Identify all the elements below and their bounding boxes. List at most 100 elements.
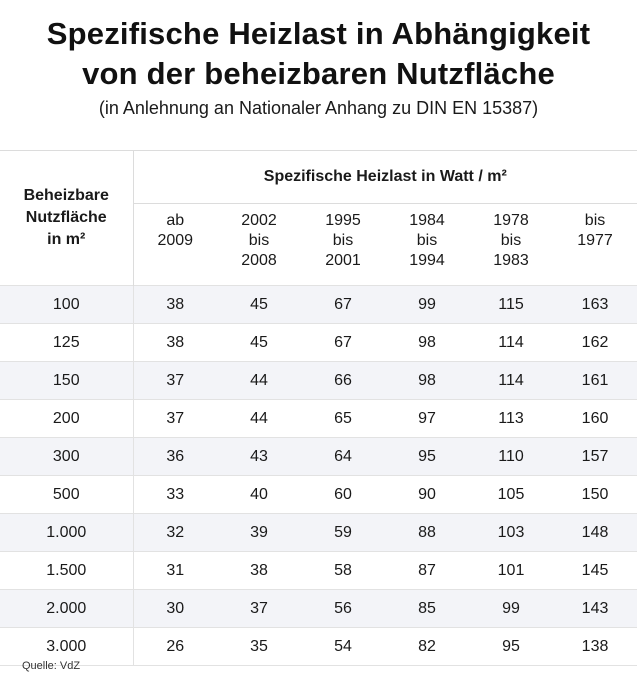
heat-load-cell: 163	[553, 285, 637, 324]
heat-load-cell: 150	[553, 475, 637, 514]
heat-load-cell: 37	[133, 399, 217, 438]
heat-load-cell: 113	[469, 399, 553, 438]
heat-load-cell: 87	[385, 551, 469, 590]
heat-load-cell: 40	[217, 475, 301, 514]
heat-load-cell: 99	[385, 285, 469, 324]
table-row: 300 36 43 64 95 110 157	[0, 437, 637, 476]
heat-load-cell: 65	[301, 399, 385, 438]
period-header-line: bis	[500, 232, 522, 249]
period-header-line: 1994	[409, 252, 445, 269]
table-row: 100 38 45 67 99 115 163	[0, 285, 637, 324]
heat-load-cell: 162	[553, 323, 637, 362]
table-row: 1.500 31 38 58 87 101 145	[0, 551, 637, 590]
heat-load-cell: 95	[469, 627, 553, 666]
heat-load-cell: 101	[469, 551, 553, 590]
heat-load-cell: 157	[553, 437, 637, 476]
table-row: 3.000 26 35 54 82 95 138	[0, 627, 637, 666]
area-header-line-1: Beheizbare	[23, 187, 109, 204]
period-header-line: bis	[248, 232, 270, 249]
heat-load-cell: 67	[301, 285, 385, 324]
heat-load-cell: 105	[469, 475, 553, 514]
area-cell: 300	[0, 437, 134, 476]
heat-load-cell: 33	[133, 475, 217, 514]
table-row: 1.000 32 39 59 88 103 148	[0, 513, 637, 552]
heat-load-cell: 103	[469, 513, 553, 552]
heat-load-cell: 82	[385, 627, 469, 666]
heat-load-cell: 161	[553, 361, 637, 400]
area-header-line-2: Nutzfläche	[25, 209, 107, 226]
table-body: 100 38 45 67 99 115 163 125 38 45 67 98 114 162 150 37 4…	[0, 285, 637, 666]
heat-load-cell: 43	[217, 437, 301, 476]
heat-load-cell: 54	[301, 627, 385, 666]
heat-load-cell: 99	[469, 589, 553, 628]
table-row: 150 37 44 66 98 114 161	[0, 361, 637, 400]
heat-load-cell: 114	[469, 361, 553, 400]
period-header-line: 1977	[577, 232, 613, 249]
period-header-line: 1984	[409, 212, 445, 229]
area-cell: 100	[0, 285, 134, 324]
page-title: Spezifische Heizlast in Abhängigkeit von…	[0, 14, 637, 94]
heat-load-cell: 38	[133, 285, 217, 324]
heat-load-cell: 98	[385, 361, 469, 400]
heat-load-cell: 56	[301, 589, 385, 628]
heat-load-cell: 88	[385, 513, 469, 552]
period-header: 2002 bis 2008	[217, 204, 301, 286]
heat-load-cell: 115	[469, 285, 553, 324]
period-header-line: bis	[332, 232, 354, 249]
heat-load-cell: 160	[553, 399, 637, 438]
period-header: bis 1977	[553, 204, 637, 286]
period-header: 1978 bis 1983	[469, 204, 553, 286]
area-column-header: Beheizbare Nutzfläche in m²	[0, 150, 134, 286]
area-cell: 500	[0, 475, 134, 514]
period-header-line: bis	[416, 232, 438, 249]
area-cell: 200	[0, 399, 134, 438]
heat-load-cell: 44	[217, 361, 301, 400]
heat-load-table-wrapper: Beheizbare Nutzfläche in m² Spezifische …	[0, 150, 637, 666]
heat-load-cell: 98	[385, 323, 469, 362]
period-header: 1995 bis 2001	[301, 204, 385, 286]
heat-load-cell: 138	[553, 627, 637, 666]
area-cell: 150	[0, 361, 134, 400]
heat-load-cell: 143	[553, 589, 637, 628]
heat-load-cell: 95	[385, 437, 469, 476]
heat-load-cell: 85	[385, 589, 469, 628]
table-row: 500 33 40 60 90 105 150	[0, 475, 637, 514]
area-cell: 1.000	[0, 513, 134, 552]
period-header: ab 2009	[133, 204, 217, 286]
period-header-line: 2009	[157, 232, 194, 249]
heat-load-cell: 38	[217, 551, 301, 590]
heat-load-cell: 148	[553, 513, 637, 552]
heat-load-cell: 59	[301, 513, 385, 552]
source-note: Quelle: VdZ	[22, 660, 81, 672]
period-header-line: 2008	[241, 252, 277, 269]
heat-load-cell: 97	[385, 399, 469, 438]
title-line-1: Spezifische Heizlast in Abhängigkeit	[46, 16, 591, 51]
period-header-line: 1983	[493, 252, 529, 269]
area-cell: 1.500	[0, 551, 134, 590]
area-cell: 125	[0, 323, 134, 362]
heat-load-cell: 39	[217, 513, 301, 552]
heat-load-cell: 32	[133, 513, 217, 552]
heat-load-cell: 45	[217, 323, 301, 362]
area-cell: 2.000	[0, 589, 134, 628]
period-header-line: 2002	[241, 212, 277, 229]
period-header-line: 2001	[325, 252, 361, 269]
period-header-line: 1995	[325, 212, 361, 229]
table-row: 125 38 45 67 98 114 162	[0, 323, 637, 362]
heat-load-cell: 37	[217, 589, 301, 628]
period-header-line: ab	[166, 212, 185, 229]
heat-load-cell: 30	[133, 589, 217, 628]
period-header-line: 1978	[493, 212, 529, 229]
heat-load-cell: 44	[217, 399, 301, 438]
period-header-line: bis	[584, 212, 606, 229]
table-row: 200 37 44 65 97 113 160	[0, 399, 637, 438]
heat-load-cell: 60	[301, 475, 385, 514]
heat-load-cell: 64	[301, 437, 385, 476]
subtitle: (in Anlehnung an Nationaler Anhang zu DI…	[98, 98, 539, 118]
heat-load-cell: 37	[133, 361, 217, 400]
heat-load-group-header: Spezifische Heizlast in Watt / m²	[133, 150, 637, 204]
heat-load-cell: 26	[133, 627, 217, 666]
heat-load-cell: 58	[301, 551, 385, 590]
period-header: 1984 bis 1994	[385, 204, 469, 286]
